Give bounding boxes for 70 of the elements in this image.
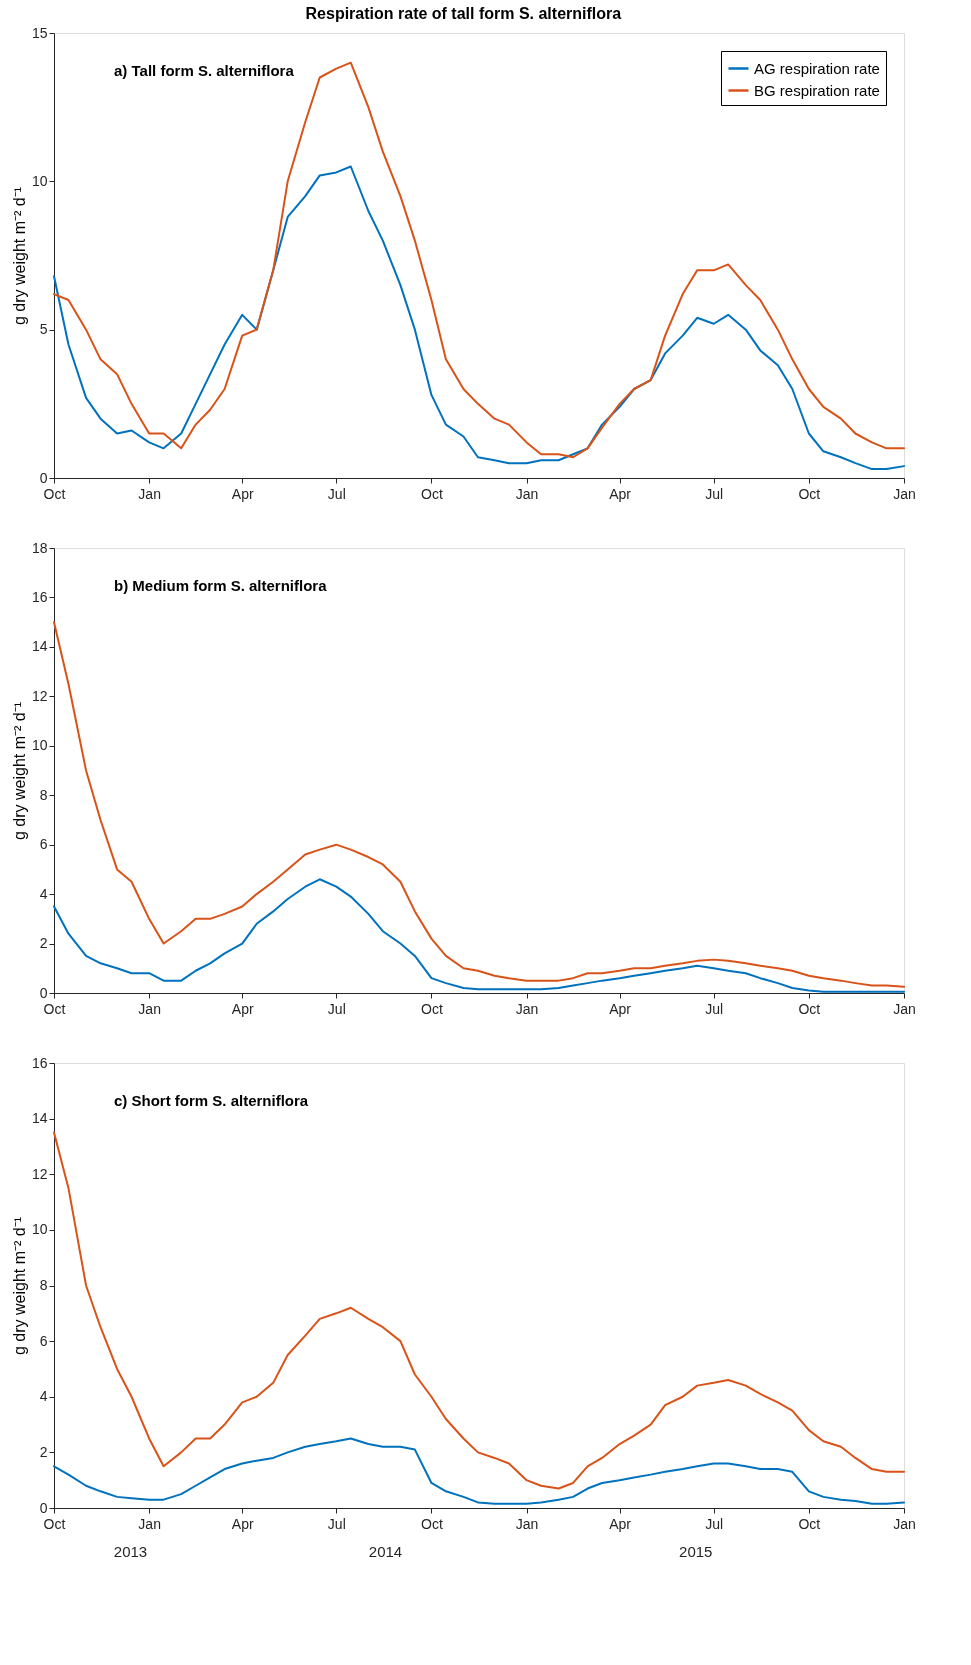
y-tick-label: 2 <box>39 935 48 952</box>
y-tick-label: 0 <box>39 1499 48 1516</box>
y-tick-label: 2 <box>39 1443 48 1460</box>
y-tick-label: 6 <box>39 836 48 853</box>
line-series <box>53 1437 905 1505</box>
annotation: c) Short form S. alterniflora <box>114 1092 309 1109</box>
x-tick-label: Jul <box>705 485 724 502</box>
y-tick-label: 8 <box>39 1277 48 1293</box>
text: 2014 <box>368 1543 403 1560</box>
x-tick-label: Jan <box>893 1515 916 1532</box>
line-series <box>53 61 905 459</box>
x-tick-label: Jan <box>893 1000 916 1017</box>
line-series <box>53 1131 905 1490</box>
annotation: a) Tall form S. alterniflora <box>114 62 295 79</box>
x-tick-label: Oct <box>43 1000 66 1017</box>
y-tick-label: 14 <box>31 1110 48 1127</box>
x-tick-label: Oct <box>421 1000 443 1017</box>
x-tick-label: Jul <box>705 1000 724 1017</box>
y-tick-label: 10 <box>31 172 48 189</box>
y-tick-label: 14 <box>31 638 48 655</box>
x-tick-label: Jul <box>327 485 346 502</box>
x-tick-label: Apr <box>609 1000 632 1017</box>
x-tick-label: Apr <box>231 1000 254 1017</box>
x-tick-label: Jan <box>515 1000 539 1017</box>
line-series <box>53 621 905 988</box>
y-tick-label: 6 <box>39 1332 48 1349</box>
x-tick-label: Apr <box>609 485 632 502</box>
x-tick-label: Jan <box>138 1515 161 1532</box>
y-tick-label: 16 <box>31 1054 48 1071</box>
line-series <box>53 165 905 471</box>
y-tick-label: 5 <box>39 321 48 338</box>
y-tick-label: 0 <box>39 984 48 1001</box>
annotation: b) Medium form S. alterniflora <box>114 577 328 594</box>
y-tick-label: 10 <box>31 1221 48 1238</box>
y-tick-label: 10 <box>31 737 48 754</box>
y-tick-label: 4 <box>39 1388 48 1405</box>
x-tick-label: Oct <box>798 1000 821 1017</box>
y-tick-label: 16 <box>31 588 48 605</box>
x-tick-label: Jul <box>327 1000 346 1017</box>
x-tick-label: Jan <box>138 485 161 502</box>
y-tick-label: 12 <box>31 1165 48 1182</box>
x-tick-label: Jan <box>893 485 916 502</box>
y-tick-label: 15 <box>31 24 48 41</box>
y-axis-title: g dry weight m⁻² d⁻¹ <box>10 701 28 841</box>
x-tick-label: Oct <box>43 485 66 502</box>
x-tick-label: Oct <box>421 485 443 502</box>
y-tick-label: 18 <box>31 539 48 556</box>
x-tick-label: Oct <box>798 485 821 502</box>
x-tick-label: Jan <box>515 1515 539 1532</box>
y-tick-label: 8 <box>39 786 48 803</box>
x-tick-label: Apr <box>609 1515 632 1532</box>
text: 2013 <box>113 1543 148 1560</box>
chart-title: Respiration rate of tall form S. alterniflora <box>305 4 622 22</box>
y-tick-label: 12 <box>31 687 48 704</box>
y-axis-title: g dry weight m⁻² d⁻¹ <box>10 1216 28 1356</box>
y-tick-label: 0 <box>39 469 48 486</box>
x-tick-label: Jul <box>327 1515 346 1532</box>
legend-label: BG respiration rate <box>754 81 880 99</box>
legend-label: AG respiration rate <box>754 59 880 77</box>
x-tick-label: Apr <box>231 485 254 502</box>
x-tick-label: Oct <box>798 1515 821 1532</box>
x-tick-label: Jan <box>138 1000 161 1017</box>
x-tick-label: Oct <box>421 1515 443 1532</box>
x-tick-label: Jul <box>705 1515 724 1532</box>
x-tick-label: Jan <box>515 485 539 502</box>
x-tick-label: Oct <box>43 1515 66 1532</box>
y-tick-label: 4 <box>39 885 48 902</box>
text: 2015 <box>679 1543 713 1560</box>
y-axis-title: g dry weight m⁻² d⁻¹ <box>10 186 28 326</box>
x-tick-label: Apr <box>231 1515 254 1532</box>
